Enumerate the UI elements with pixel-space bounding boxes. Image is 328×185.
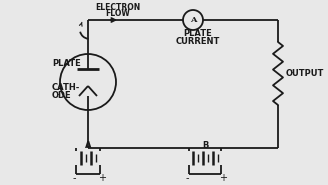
Text: CURRENT: CURRENT: [176, 38, 220, 46]
Text: +: +: [98, 173, 106, 183]
Text: CATH-: CATH-: [52, 83, 80, 92]
Text: +: +: [219, 173, 227, 183]
Circle shape: [183, 10, 203, 30]
Text: -: -: [72, 173, 76, 183]
Text: -: -: [185, 173, 189, 183]
Text: A: A: [85, 142, 91, 151]
Text: OUTPUT: OUTPUT: [286, 68, 324, 78]
Text: PLATE: PLATE: [184, 29, 212, 38]
Text: A: A: [190, 16, 196, 24]
Text: PLATE: PLATE: [52, 60, 81, 68]
Text: ELECTRON: ELECTRON: [95, 3, 141, 11]
Text: B: B: [202, 142, 208, 151]
Text: ODE: ODE: [52, 92, 72, 100]
Text: FLOW: FLOW: [106, 9, 130, 18]
